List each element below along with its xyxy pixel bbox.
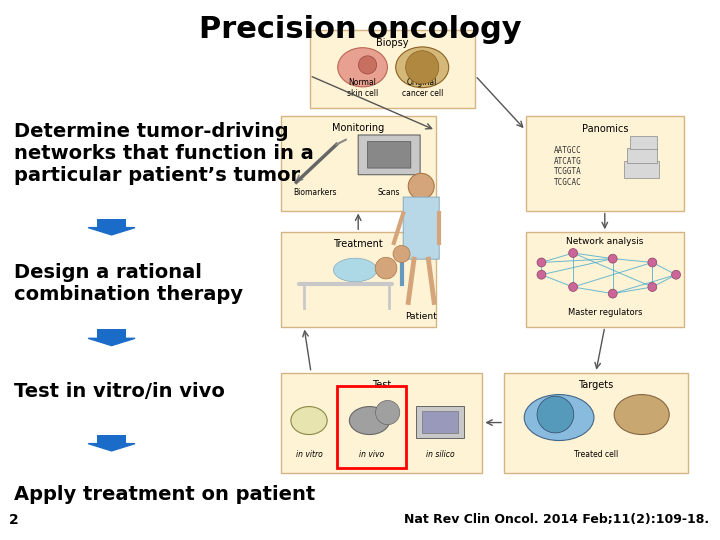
FancyBboxPatch shape bbox=[630, 136, 657, 149]
FancyBboxPatch shape bbox=[624, 160, 659, 178]
Text: Patient: Patient bbox=[405, 312, 437, 321]
Text: Network analysis: Network analysis bbox=[566, 237, 644, 246]
Text: Normal
skin cell: Normal skin cell bbox=[347, 78, 378, 98]
FancyBboxPatch shape bbox=[281, 232, 436, 327]
FancyBboxPatch shape bbox=[281, 116, 436, 211]
Text: 2: 2 bbox=[9, 512, 19, 526]
Circle shape bbox=[405, 51, 438, 84]
Ellipse shape bbox=[333, 258, 377, 282]
Text: Panomics: Panomics bbox=[582, 124, 628, 134]
FancyBboxPatch shape bbox=[526, 232, 684, 327]
Text: Precision oncology: Precision oncology bbox=[199, 15, 521, 44]
FancyBboxPatch shape bbox=[97, 219, 126, 228]
Text: Biopsy: Biopsy bbox=[376, 37, 409, 48]
Text: Master regulators: Master regulators bbox=[567, 308, 642, 317]
Text: Design a rational
combination therapy: Design a rational combination therapy bbox=[14, 263, 243, 304]
Text: Targets: Targets bbox=[578, 380, 613, 389]
Ellipse shape bbox=[524, 395, 594, 441]
Ellipse shape bbox=[338, 48, 387, 87]
Circle shape bbox=[359, 56, 377, 74]
Circle shape bbox=[408, 173, 434, 199]
FancyBboxPatch shape bbox=[358, 135, 420, 175]
Text: Treated cell: Treated cell bbox=[574, 449, 618, 458]
Text: Monitoring: Monitoring bbox=[332, 123, 384, 133]
Text: Biomarkers: Biomarkers bbox=[293, 188, 337, 197]
Text: Treatment: Treatment bbox=[333, 239, 383, 249]
Text: Original
cancer cell: Original cancer cell bbox=[402, 78, 443, 98]
Ellipse shape bbox=[291, 407, 327, 435]
FancyBboxPatch shape bbox=[526, 116, 684, 211]
FancyBboxPatch shape bbox=[403, 197, 439, 259]
Text: Test: Test bbox=[372, 380, 391, 389]
Circle shape bbox=[569, 282, 577, 292]
Circle shape bbox=[375, 257, 397, 279]
Text: Scans: Scans bbox=[378, 188, 400, 197]
FancyBboxPatch shape bbox=[416, 406, 464, 437]
Text: in vivo: in vivo bbox=[359, 449, 384, 458]
Ellipse shape bbox=[614, 395, 669, 435]
Text: Apply treatment on patient: Apply treatment on patient bbox=[14, 484, 315, 504]
FancyBboxPatch shape bbox=[310, 30, 475, 108]
Circle shape bbox=[537, 271, 546, 279]
FancyBboxPatch shape bbox=[627, 148, 657, 163]
Text: Determine tumor-driving
networks that function in a
particular patient’s tumor: Determine tumor-driving networks that fu… bbox=[14, 123, 314, 185]
Ellipse shape bbox=[396, 47, 449, 87]
Text: Test in vitro/in vivo: Test in vitro/in vivo bbox=[14, 382, 225, 401]
FancyBboxPatch shape bbox=[281, 373, 482, 472]
Circle shape bbox=[608, 289, 617, 298]
Circle shape bbox=[393, 245, 410, 262]
Text: in silico: in silico bbox=[426, 449, 454, 458]
Circle shape bbox=[648, 282, 657, 292]
FancyBboxPatch shape bbox=[504, 373, 688, 472]
Circle shape bbox=[376, 401, 400, 424]
Polygon shape bbox=[88, 228, 135, 235]
Circle shape bbox=[569, 248, 577, 258]
Text: Nat Rev Clin Oncol. 2014 Feb;11(2):109-18.: Nat Rev Clin Oncol. 2014 Feb;11(2):109-1… bbox=[404, 514, 709, 526]
FancyBboxPatch shape bbox=[97, 435, 126, 444]
Circle shape bbox=[537, 258, 546, 267]
Text: in vitro: in vitro bbox=[296, 449, 323, 458]
Polygon shape bbox=[88, 338, 135, 346]
Circle shape bbox=[537, 396, 574, 433]
FancyBboxPatch shape bbox=[367, 141, 411, 168]
Text: AATGCC
ATCATG
TCGGTA
TCGCAC: AATGCC ATCATG TCGGTA TCGCAC bbox=[554, 146, 582, 186]
Circle shape bbox=[672, 271, 680, 279]
FancyBboxPatch shape bbox=[422, 410, 458, 433]
Circle shape bbox=[648, 258, 657, 267]
Polygon shape bbox=[88, 444, 135, 451]
FancyBboxPatch shape bbox=[97, 329, 126, 338]
Ellipse shape bbox=[349, 407, 390, 435]
Circle shape bbox=[608, 254, 617, 263]
